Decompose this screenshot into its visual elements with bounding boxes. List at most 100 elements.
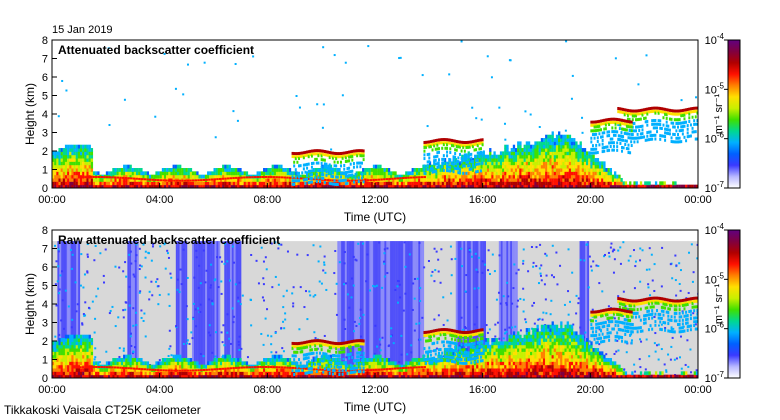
backscatter-cell — [215, 358, 218, 362]
backscatter-cell — [161, 358, 165, 362]
backscatter-cell — [131, 181, 134, 186]
backscatter-cell — [60, 184, 63, 188]
backscatter-cell — [170, 181, 173, 186]
backscatter-cell — [232, 184, 236, 188]
precip-streak — [356, 161, 359, 165]
backscatter-cell — [549, 161, 552, 166]
backscatter-cell — [601, 171, 604, 176]
precip-streak — [470, 160, 473, 164]
cloud-cell — [446, 138, 449, 142]
backscatter-cell — [607, 168, 610, 172]
aerosol-ribbon — [409, 176, 413, 179]
backscatter-cell — [226, 174, 229, 179]
cloud-cell — [356, 149, 359, 153]
noise-speckle — [669, 358, 672, 361]
noise-stripe — [422, 241, 425, 378]
backscatter-cell — [258, 184, 262, 188]
precip-streak — [425, 145, 428, 149]
backscatter-cell — [275, 181, 279, 186]
noise-speckle — [117, 316, 120, 319]
noise-speckle — [220, 260, 223, 263]
cloud-cell — [478, 141, 481, 145]
backscatter-cell — [510, 154, 513, 159]
cloud-cell — [678, 109, 681, 113]
backscatter-cell — [245, 171, 249, 176]
backscatter-cell — [181, 168, 184, 172]
backscatter-cell — [413, 184, 417, 188]
backscatter-cell — [54, 368, 57, 372]
backscatter-cell — [69, 348, 72, 352]
backscatter-cell — [538, 168, 541, 172]
backscatter-cell — [577, 184, 580, 188]
backscatter-cell — [424, 168, 427, 172]
noise-speckle — [61, 79, 64, 82]
cloud-cell — [651, 106, 654, 110]
backscatter-cell — [486, 154, 490, 159]
backscatter-cell — [562, 151, 565, 156]
backscatter-cell — [454, 171, 457, 176]
backscatter-cell — [200, 184, 203, 188]
backscatter-cell — [573, 151, 576, 156]
noise-stripe — [407, 241, 410, 378]
noise-speckle — [232, 110, 235, 113]
backscatter-cell — [355, 174, 358, 179]
noise-speckle — [383, 260, 386, 263]
precip-streak — [433, 155, 436, 159]
backscatter-cell — [564, 168, 567, 172]
backscatter-cell — [282, 171, 285, 176]
backscatter-cell — [247, 374, 251, 378]
backscatter-cell — [519, 168, 522, 172]
backscatter-cell — [222, 168, 225, 172]
noise-speckle — [654, 350, 657, 353]
backscatter-cell — [504, 174, 507, 179]
noise-speckle — [648, 355, 651, 358]
cloud-cell — [683, 108, 686, 112]
backscatter-cell — [420, 178, 423, 182]
noise-speckle — [540, 264, 543, 267]
backscatter-cell — [222, 354, 225, 359]
backscatter-cell — [536, 178, 539, 182]
cloud-cell — [647, 110, 650, 114]
backscatter-cell — [97, 374, 100, 378]
backscatter-cell — [607, 184, 610, 188]
backscatter-cell — [114, 168, 117, 172]
backscatter-cell — [517, 174, 520, 179]
noise-speckle — [319, 245, 322, 248]
noise-speckle — [168, 304, 171, 307]
backscatter-cell — [476, 184, 479, 188]
backscatter-cell — [133, 184, 137, 188]
noise-speckle — [176, 288, 179, 291]
backscatter-cell — [566, 164, 569, 169]
backscatter-cell — [187, 181, 190, 186]
backscatter-cell — [82, 184, 85, 188]
noise-speckle — [182, 248, 185, 251]
noise-speckle — [687, 291, 690, 294]
precip-streak — [668, 132, 671, 136]
backscatter-cell — [596, 171, 600, 176]
backscatter-cell — [73, 364, 76, 369]
backscatter-cell — [118, 174, 122, 179]
backscatter-cell — [79, 371, 83, 376]
noise-stripe — [348, 241, 351, 378]
backscatter-cell — [288, 174, 292, 179]
backscatter-cell — [482, 171, 485, 176]
backscatter-cell — [514, 168, 518, 172]
backscatter-cell — [637, 184, 641, 188]
y-tick-label: 0 — [42, 183, 48, 195]
cloud-cell — [646, 110, 649, 114]
noise-speckle — [199, 352, 202, 355]
noise-stripe — [183, 241, 186, 378]
backscatter-cell — [575, 178, 578, 182]
noise-speckle — [530, 245, 533, 248]
backscatter-cell — [482, 181, 485, 186]
backscatter-cell — [90, 151, 94, 156]
backscatter-cell — [90, 171, 94, 176]
cloud-cell — [659, 110, 662, 114]
backscatter-cell — [476, 164, 479, 169]
precip-streak — [452, 162, 455, 166]
backscatter-cell — [370, 171, 373, 176]
noise-speckle — [522, 248, 525, 251]
backscatter-cell — [319, 171, 322, 176]
backscatter-cell — [493, 161, 496, 166]
cloud-cell — [643, 111, 646, 115]
